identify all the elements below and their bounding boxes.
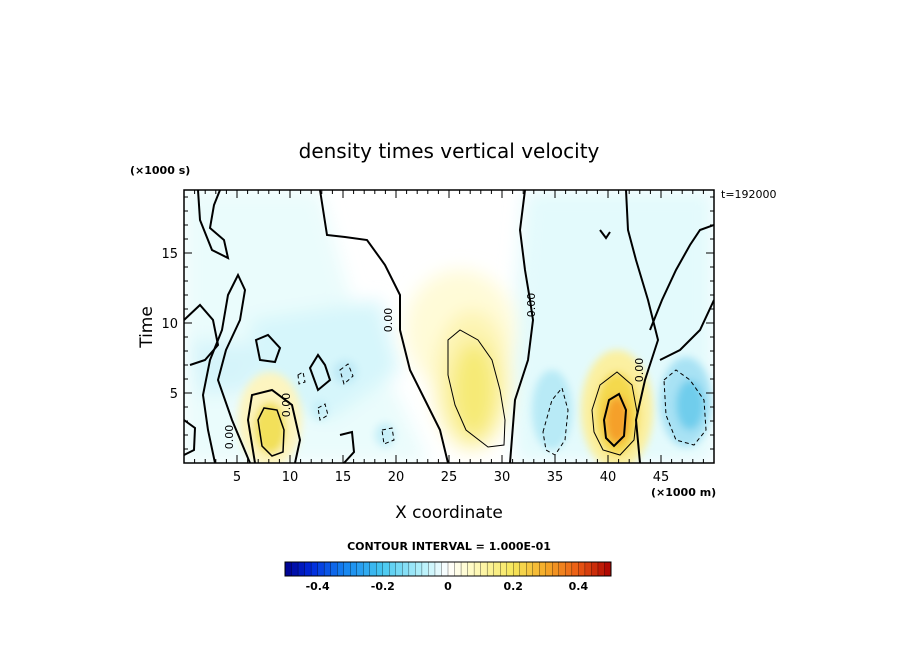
colorbar-cell (363, 561, 371, 577)
colorbar-tick-label: 0.4 (569, 580, 589, 593)
colorbar-cell (447, 561, 455, 577)
colorbar-cell (597, 561, 605, 577)
colorbar-cell (343, 561, 351, 577)
colorbar-cell (578, 561, 586, 577)
colorbar (284, 561, 612, 577)
colorbar-cell (467, 561, 475, 577)
colorbar-cell (545, 561, 553, 577)
colorbar-tick-label: -0.4 (306, 580, 330, 593)
y-axis: 5 10 15 (161, 247, 178, 402)
colorbar-cell (415, 561, 423, 577)
colorbar-cell (350, 561, 358, 577)
colorbar-cell (571, 561, 579, 577)
colorbar-cell (460, 561, 469, 577)
colorbar-cell (310, 561, 319, 577)
colorbar-cell (486, 561, 495, 577)
colorbar-tick-label: 0 (444, 580, 452, 593)
colorbar-cell (304, 561, 312, 577)
colorbar-cell (441, 561, 449, 577)
colorbar-cell (284, 561, 292, 577)
time-stamp: t=192000 (721, 188, 777, 201)
x-tick-label: 10 (282, 470, 299, 485)
colorbar-cell (317, 561, 325, 577)
x-minor-ticks (194, 190, 704, 463)
colorbar-cell (539, 561, 547, 577)
x-axis: 5 10 15 20 25 30 35 40 45 (233, 470, 669, 485)
colorbar-cell (421, 561, 429, 577)
colorbar-cell (519, 561, 527, 577)
shading (184, 190, 714, 463)
colorbar-cell (591, 561, 599, 577)
x-tick-label: 35 (547, 470, 564, 485)
colorbar-cell (558, 561, 566, 577)
contour-interval: CONTOUR INTERVAL = 1.000E-01 (347, 540, 551, 553)
y-tick-label: 10 (161, 317, 178, 332)
colorbar-cell (604, 561, 612, 577)
colorbar-cell (297, 561, 306, 577)
y-tick-label: 5 (170, 387, 178, 402)
colorbar-cell (382, 561, 390, 577)
x-tick-label: 30 (494, 470, 511, 485)
colorbar-cell (500, 561, 508, 577)
y-unit-label: (×1000 s) (130, 164, 190, 177)
plot-area: 0.00 0.00 0.00 0.00 0.00 (184, 190, 714, 463)
colorbar-cell (584, 561, 592, 577)
x-axis-label: X coordinate (395, 503, 503, 523)
x-tick-label: 15 (335, 470, 352, 485)
y-tick-label: 15 (161, 247, 178, 262)
x-tick-label: 5 (233, 470, 241, 485)
contours (184, 190, 714, 463)
contour-label-far-right: 0.00 (633, 358, 646, 383)
x-tick-label: 20 (388, 470, 405, 485)
contour-label-right: 0.00 (525, 293, 538, 318)
chart-title: density times vertical velocity (299, 139, 600, 163)
colorbar-cell (473, 561, 482, 577)
colorbar-frame (284, 561, 612, 577)
colorbar-cell (395, 561, 403, 577)
colorbar-cell (513, 561, 521, 577)
x-tick-label: 40 (600, 470, 617, 485)
colorbar-cell (330, 561, 338, 577)
colorbar-cell (356, 561, 364, 577)
contour-label-left: 0.00 (223, 425, 236, 450)
colorbar-cell (376, 561, 384, 577)
colorbar-cell (506, 561, 514, 577)
colorbar-cell (454, 561, 462, 577)
colorbar-tick-label: -0.2 (371, 580, 395, 593)
x-tick-label: 25 (441, 470, 458, 485)
colorbar-cell (408, 561, 416, 577)
colorbar-cell (323, 561, 332, 577)
colorbar-cell (402, 561, 410, 577)
colorbar-cell (526, 561, 534, 577)
colorbar-tick-label: 0.2 (503, 580, 523, 593)
x-tick-label: 45 (653, 470, 670, 485)
colorbar-cell (480, 561, 488, 577)
y-minor-ticks (184, 196, 714, 450)
colorbar-cell (434, 561, 442, 577)
colorbar-cell (291, 561, 299, 577)
contour-label-left-mid: 0.00 (280, 393, 293, 418)
colorbar-cell (493, 561, 501, 577)
colorbar-ticks: -0.4 -0.2 0 0.2 0.4 (306, 580, 589, 593)
colorbar-cell (565, 561, 573, 577)
colorbar-cell (369, 561, 377, 577)
contour-label-middle: 0.00 (382, 308, 395, 333)
colorbar-cell (428, 561, 436, 577)
colorbar-cell (532, 561, 540, 577)
colorbar-cell (337, 561, 345, 577)
colorbar-cell (552, 561, 560, 577)
y-axis-label: Time (137, 306, 157, 349)
x-unit-label: (×1000 m) (651, 486, 716, 499)
colorbar-cell (389, 561, 397, 577)
contour-labels: 0.00 0.00 0.00 0.00 0.00 (223, 293, 646, 450)
